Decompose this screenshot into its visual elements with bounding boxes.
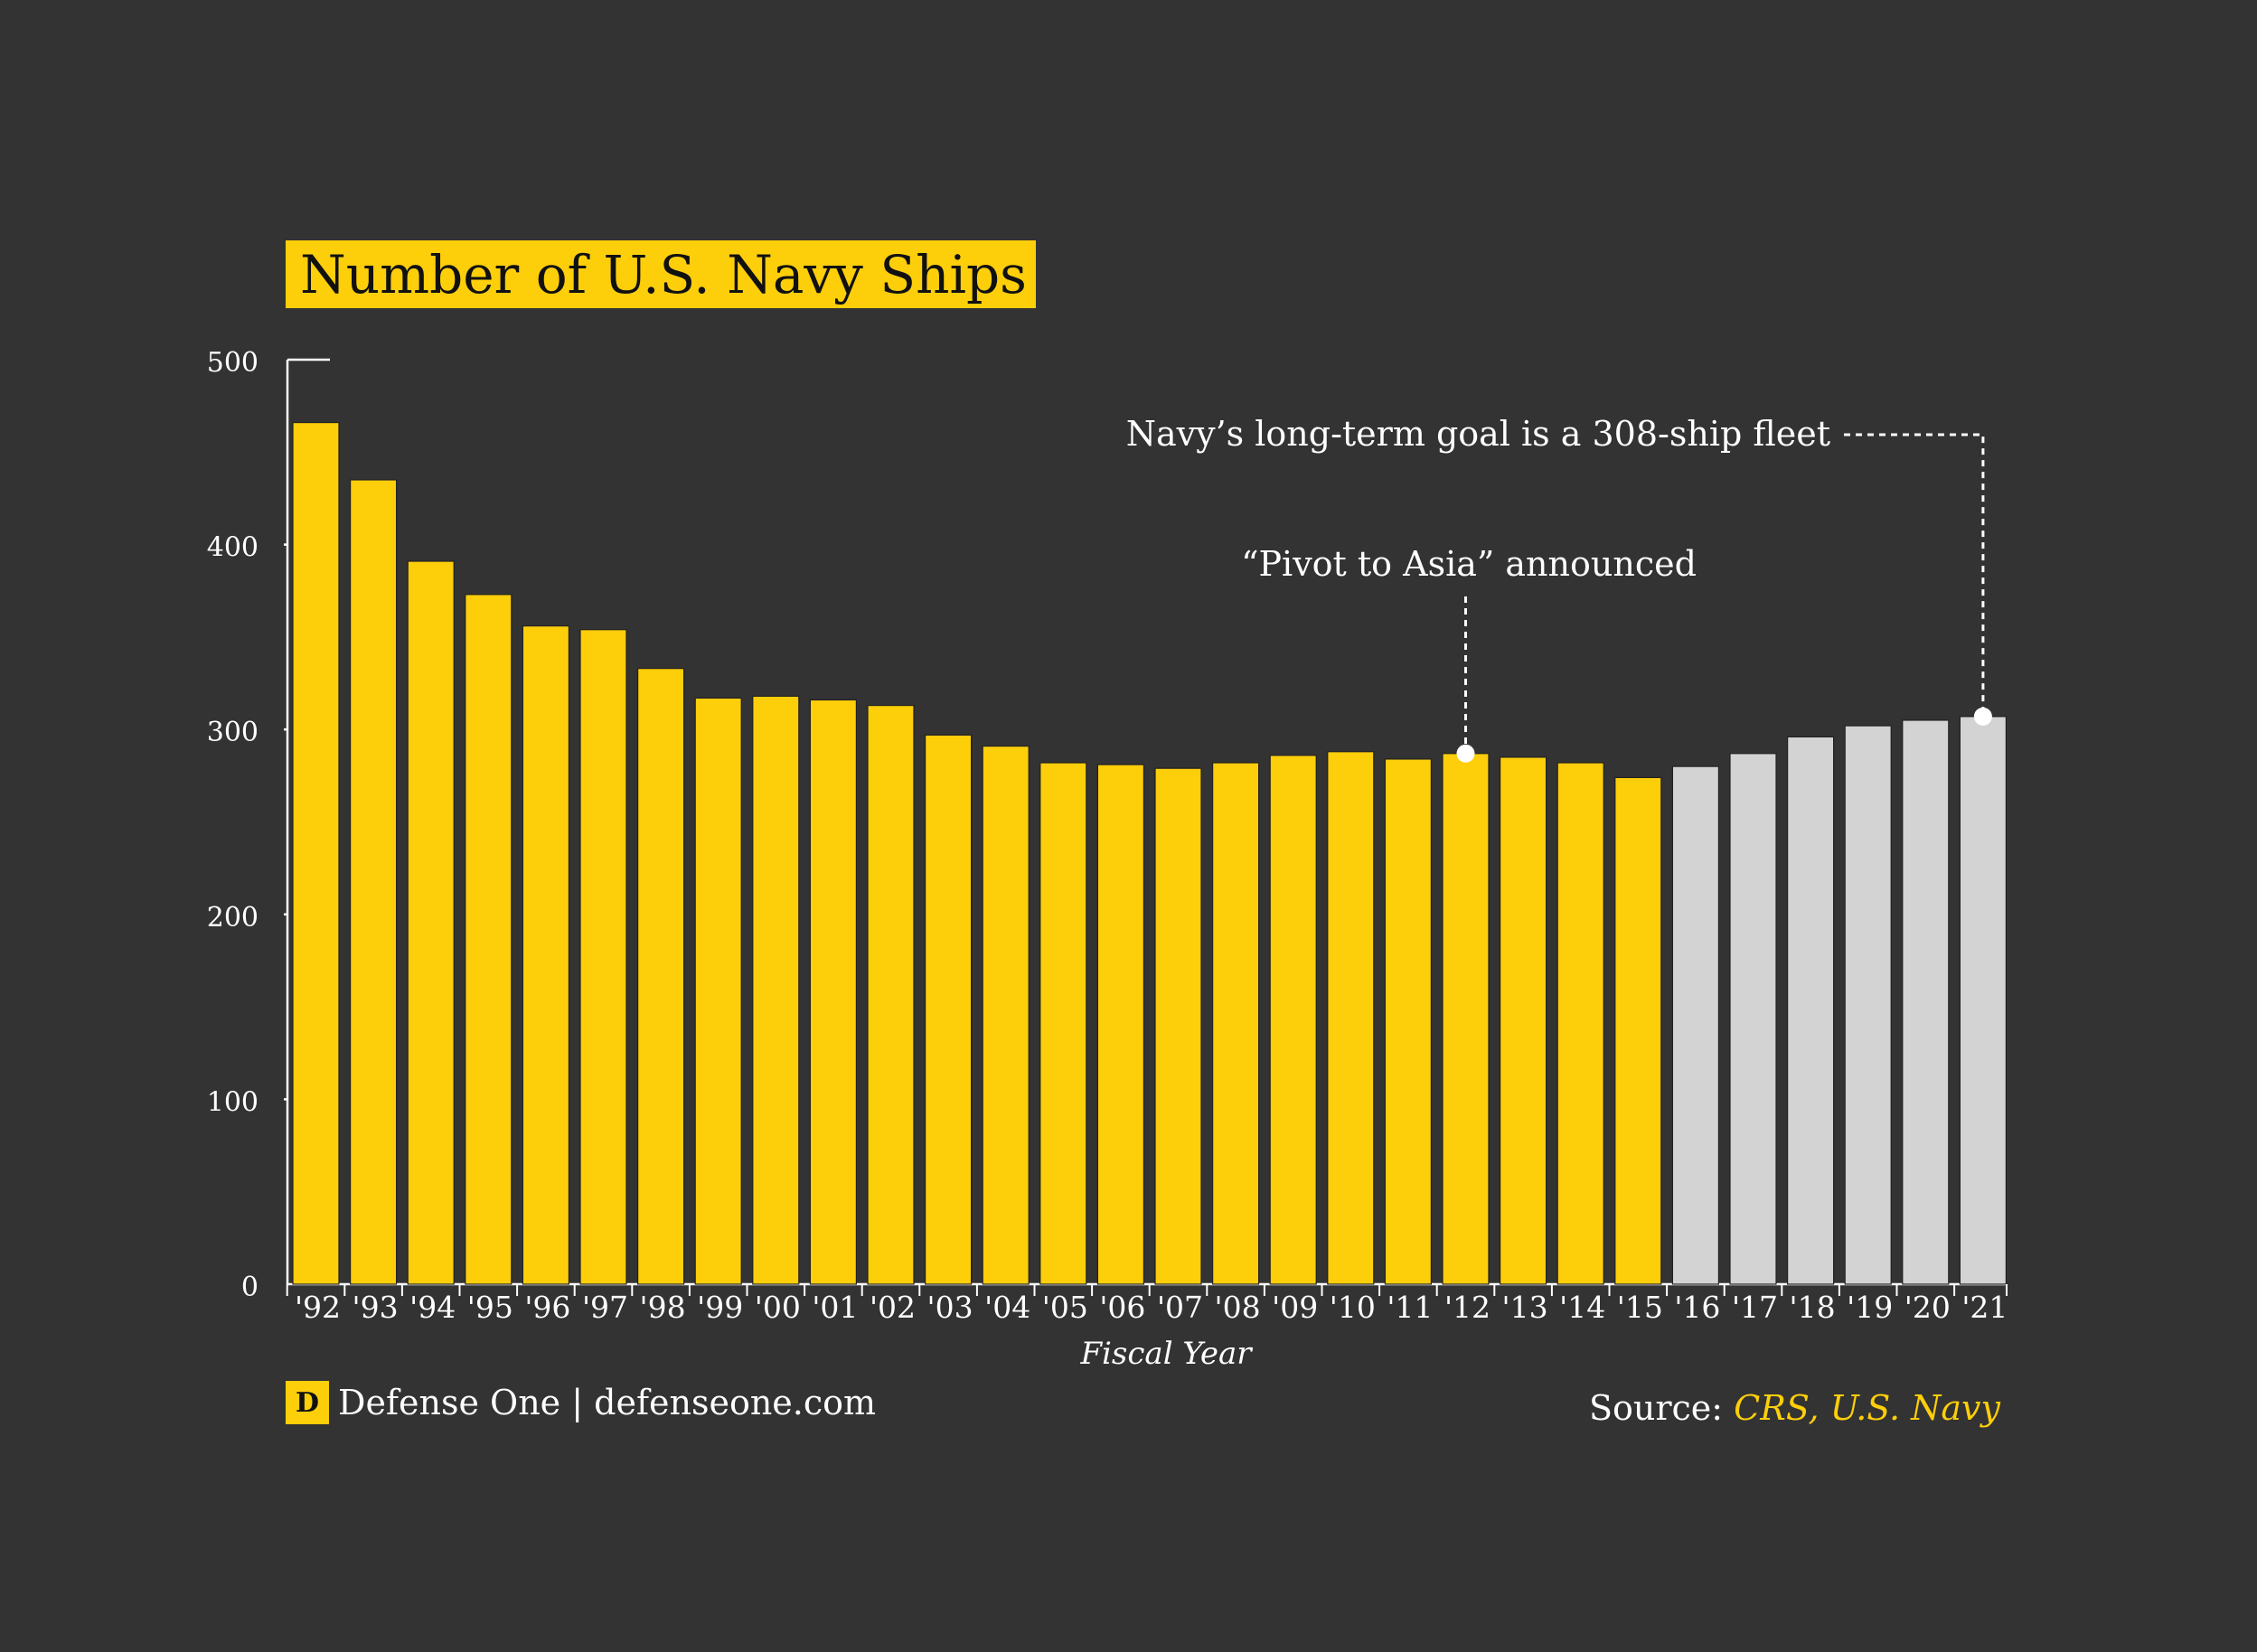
x-tick-label: '18 [1790, 1290, 1836, 1325]
brand-text: Defense One | defenseone.com [338, 1383, 877, 1422]
x-tick-label: '19 [1847, 1290, 1893, 1325]
source-credit: Source: CRS, U.S. Navy [1589, 1388, 2000, 1428]
bar [1442, 753, 1490, 1285]
x-tick-label: '07 [1157, 1290, 1203, 1325]
source-value: CRS, U.S. Navy [1734, 1388, 2000, 1428]
x-tick-label: '01 [812, 1290, 858, 1325]
annotation-marker-dot [1456, 744, 1475, 763]
bar [694, 697, 742, 1285]
bar [636, 668, 685, 1285]
bar [1211, 762, 1260, 1285]
y-tick-label: 200 [207, 902, 259, 934]
x-tick-label: '97 [582, 1290, 628, 1325]
x-tick-label: '96 [524, 1290, 570, 1325]
y-tick-label: 300 [207, 717, 259, 748]
bar [350, 479, 398, 1285]
x-tick-label: '09 [1272, 1290, 1318, 1325]
x-tick-label: '12 [1444, 1290, 1491, 1325]
x-tick-label: '00 [755, 1290, 801, 1325]
source-label: Source: [1588, 1388, 1724, 1428]
x-tick-label: '05 [1042, 1290, 1088, 1325]
y-tick-label: 100 [207, 1086, 259, 1118]
bar [982, 746, 1030, 1285]
bar [1959, 716, 2007, 1285]
y-tick-label: 0 [241, 1272, 259, 1303]
bar [1844, 725, 1892, 1285]
x-tick-label: '14 [1559, 1290, 1605, 1325]
bar [1671, 765, 1720, 1285]
bar [924, 734, 973, 1285]
annotation-pivot-text: “Pivot to Asia” announced [1241, 544, 1697, 584]
bar [465, 594, 513, 1285]
bar [292, 421, 340, 1285]
x-tick-label: '98 [640, 1290, 686, 1325]
x-tick-label: '17 [1732, 1290, 1778, 1325]
x-tick-label: '93 [353, 1290, 399, 1325]
bar [579, 629, 627, 1285]
bar [809, 699, 858, 1285]
bar [1614, 776, 1662, 1285]
bar [1039, 762, 1087, 1285]
bar [1154, 767, 1202, 1285]
annotation-goal-text: Navy’s long-term goal is a 308-ship flee… [1126, 414, 1830, 454]
bar [1327, 751, 1375, 1285]
bar [1096, 764, 1145, 1285]
x-axis-title: Fiscal Year [1079, 1336, 1253, 1372]
x-tick-label: '94 [409, 1290, 456, 1325]
annotation-marker-dot [1973, 707, 1992, 726]
bar [752, 695, 800, 1285]
y-tick-label: 500 [207, 347, 259, 379]
x-tick-label: '15 [1617, 1290, 1663, 1325]
bar [1556, 762, 1604, 1285]
bar [407, 560, 455, 1285]
bar [1786, 736, 1835, 1285]
bar [522, 625, 570, 1285]
x-tick-label: '04 [984, 1290, 1030, 1325]
x-tick-label: '20 [1904, 1290, 1951, 1325]
x-tick-label: '92 [295, 1290, 341, 1325]
x-tick-label: '10 [1330, 1290, 1376, 1325]
x-tick-label: '16 [1674, 1290, 1720, 1325]
x-tick-label: '03 [927, 1290, 973, 1325]
title-banner: Number of U.S. Navy Ships [286, 240, 1036, 308]
brand-logo-icon: D [286, 1381, 329, 1424]
x-tick-label: '99 [697, 1290, 743, 1325]
x-tick-label: '13 [1502, 1290, 1548, 1325]
x-tick-label: '21 [1961, 1290, 2008, 1325]
x-tick-label: '95 [467, 1290, 513, 1325]
bar [1729, 753, 1777, 1285]
annotation-leader-line [1844, 433, 1985, 709]
bar [867, 705, 915, 1285]
y-tick-label: 400 [207, 532, 259, 564]
x-tick-label: '02 [870, 1290, 916, 1325]
x-tick-label: '06 [1099, 1290, 1145, 1325]
bar [1902, 719, 1950, 1285]
bar [1384, 758, 1433, 1285]
bar [1269, 755, 1317, 1285]
chart-title: Number of U.S. Navy Ships [300, 243, 1027, 305]
x-tick-label: '11 [1387, 1290, 1433, 1325]
brand-footer: D Defense One | defenseone.com [286, 1381, 876, 1424]
x-tick-label: '08 [1215, 1290, 1261, 1325]
bar [1499, 756, 1547, 1285]
